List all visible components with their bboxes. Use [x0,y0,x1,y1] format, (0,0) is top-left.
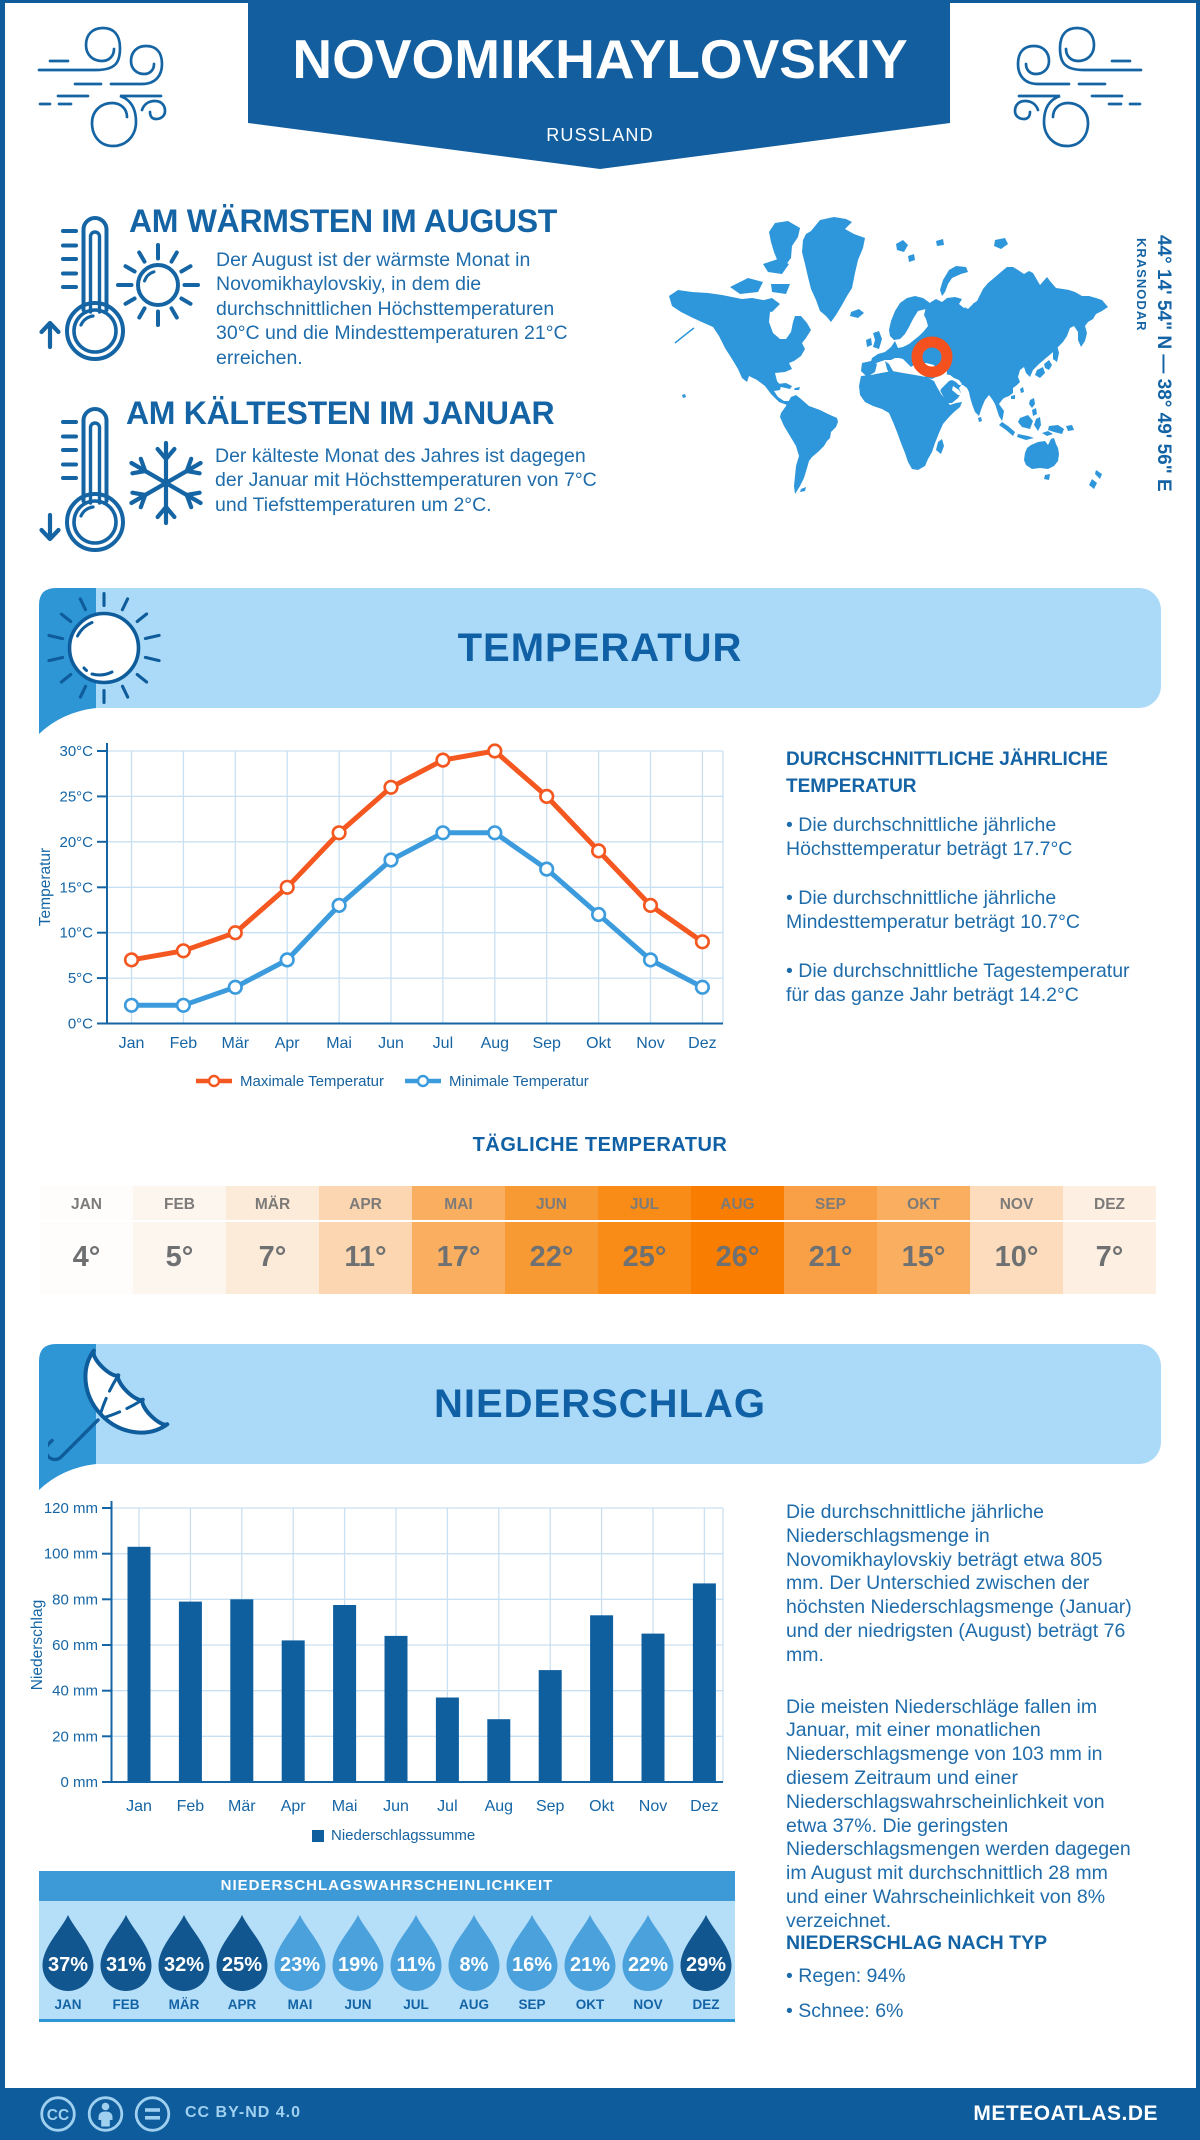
svg-text:Mai: Mai [332,1798,358,1815]
svg-text:Jun: Jun [383,1798,409,1815]
svg-text:SEP: SEP [518,1997,545,2012]
svg-text:MÄR: MÄR [169,1997,200,2012]
svg-text:AUG: AUG [459,1997,489,2012]
svg-text:Aug: Aug [481,1035,509,1052]
svg-text:30°C: 30°C [59,743,93,760]
svg-text:100 mm: 100 mm [44,1546,98,1563]
svg-text:CC: CC [47,2107,69,2124]
svg-text:Nov: Nov [639,1798,667,1815]
svg-text:21%: 21% [570,1954,610,1976]
svg-text:Apr: Apr [281,1798,307,1815]
svg-text:20 mm: 20 mm [52,1728,98,1745]
svg-text:25%: 25% [222,1954,262,1976]
svg-text:MAI: MAI [288,1997,313,2012]
svg-text:37%: 37% [48,1954,88,1976]
svg-text:40 mm: 40 mm [52,1683,98,1700]
svg-text:OKT: OKT [576,1997,605,2012]
svg-text:25°C: 25°C [59,788,93,805]
svg-text:5°C: 5°C [68,970,93,987]
svg-text:Dez: Dez [690,1798,718,1815]
svg-text:80 mm: 80 mm [52,1591,98,1608]
svg-text:Aug: Aug [485,1798,513,1815]
svg-text:29%: 29% [686,1954,726,1976]
svg-text:0°C: 0°C [68,1016,93,1033]
svg-text:11%: 11% [397,1954,436,1976]
svg-text:20°C: 20°C [59,834,93,851]
svg-text:Apr: Apr [275,1035,301,1052]
svg-text:Jan: Jan [119,1035,145,1052]
svg-text:22%: 22% [628,1954,668,1976]
svg-text:0 mm: 0 mm [61,1774,99,1791]
svg-text:JUN: JUN [344,1997,371,2012]
svg-text:FEB: FEB [113,1997,140,2012]
svg-text:DEZ: DEZ [693,1997,720,2012]
svg-text:Niederschlagssumme: Niederschlagssumme [331,1827,475,1844]
svg-text:Sep: Sep [532,1035,561,1052]
svg-text:Jul: Jul [437,1798,457,1815]
svg-text:Minimale Temperatur: Minimale Temperatur [449,1073,589,1090]
svg-text:60 mm: 60 mm [52,1637,98,1654]
svg-text:APR: APR [228,1997,257,2012]
svg-text:15°C: 15°C [59,879,93,896]
svg-text:Okt: Okt [586,1035,611,1052]
svg-text:8%: 8% [460,1954,489,1976]
svg-text:Maximale Temperatur: Maximale Temperatur [240,1073,384,1090]
svg-text:JAN: JAN [54,1997,81,2012]
svg-text:Nov: Nov [636,1035,664,1052]
svg-text:Mär: Mär [222,1035,250,1052]
svg-text:JUL: JUL [403,1997,429,2012]
svg-text:Sep: Sep [536,1798,565,1815]
svg-text:31%: 31% [106,1954,146,1976]
svg-text:Temperatur: Temperatur [37,848,54,926]
svg-text:16%: 16% [512,1954,552,1976]
svg-text:23%: 23% [280,1954,320,1976]
svg-text:Jan: Jan [126,1798,152,1815]
svg-text:Feb: Feb [170,1035,198,1052]
svg-text:120 mm: 120 mm [44,1500,98,1517]
svg-text:Mai: Mai [326,1035,352,1052]
svg-text:19%: 19% [338,1954,378,1976]
svg-text:Mär: Mär [228,1798,256,1815]
svg-text:10°C: 10°C [59,925,93,942]
svg-text:NOV: NOV [633,1997,662,2012]
svg-text:Okt: Okt [589,1798,614,1815]
svg-text:32%: 32% [164,1954,204,1976]
svg-text:Feb: Feb [177,1798,205,1815]
svg-text:Dez: Dez [688,1035,716,1052]
svg-text:Jul: Jul [433,1035,453,1052]
svg-text:Niederschlag: Niederschlag [29,1600,46,1690]
svg-text:Jun: Jun [378,1035,404,1052]
